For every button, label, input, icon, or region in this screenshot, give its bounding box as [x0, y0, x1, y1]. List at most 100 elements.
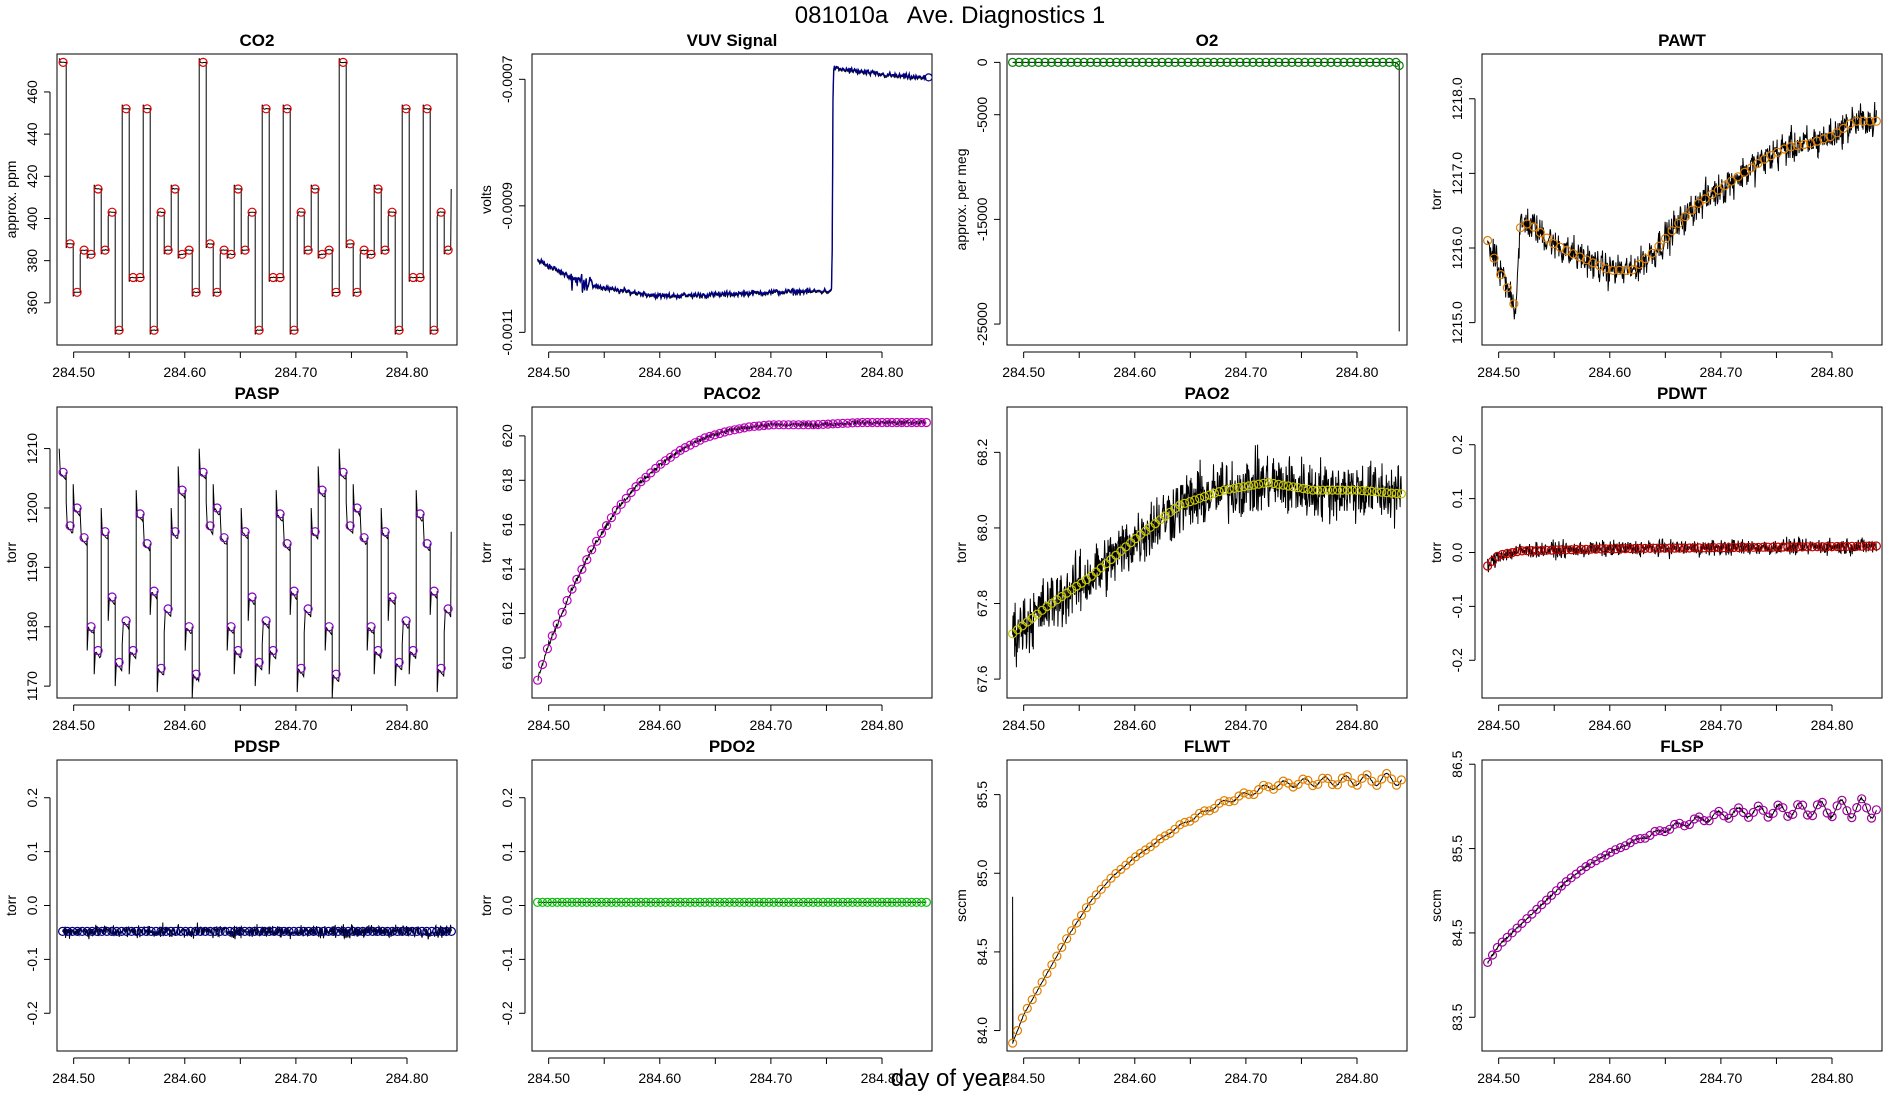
data-point — [690, 897, 700, 907]
y-tick-label: 610 — [499, 646, 515, 670]
data-point — [823, 419, 833, 429]
data-point — [690, 438, 700, 448]
data-point — [1832, 128, 1842, 138]
data-point — [1546, 545, 1557, 555]
data-point — [1339, 57, 1349, 67]
y-tick-label: 0.1 — [499, 842, 515, 862]
chart-title: FLWT — [1184, 738, 1231, 756]
y-axis-label: sccm — [1428, 889, 1444, 922]
data-point — [1071, 581, 1082, 591]
data-point — [1391, 57, 1401, 67]
data-point — [1303, 484, 1313, 495]
data-point — [87, 926, 97, 936]
data-point — [1704, 816, 1714, 826]
data-point — [670, 897, 680, 907]
data-point — [784, 420, 794, 430]
data-point — [803, 420, 813, 430]
data-point — [1209, 488, 1219, 498]
data-point — [417, 926, 427, 936]
data-point — [1699, 815, 1709, 826]
y-axis-label: volts — [478, 185, 494, 214]
data-point — [1689, 814, 1699, 824]
data-point — [1345, 57, 1355, 67]
data-point — [1137, 57, 1148, 67]
plot-frame — [1481, 53, 1883, 346]
data-point — [1150, 57, 1161, 67]
data-point — [331, 287, 341, 297]
data-point — [1111, 57, 1122, 67]
plot-frame — [531, 53, 933, 346]
data-point — [852, 897, 863, 907]
data-point — [1342, 485, 1352, 495]
data-point — [1079, 57, 1089, 67]
data-point — [1053, 57, 1063, 67]
data-point — [296, 207, 306, 217]
data-point — [114, 657, 124, 667]
data-point — [343, 926, 353, 936]
y-tick-label: 1180 — [24, 611, 40, 641]
data-point — [249, 926, 260, 936]
data-point — [907, 897, 917, 907]
data-point — [803, 897, 813, 907]
plot-frame — [56, 406, 458, 699]
data-point — [1209, 57, 1219, 67]
x-tick-label: 284.60 — [1588, 364, 1631, 380]
data-point — [171, 926, 181, 936]
data-point — [282, 539, 292, 549]
data-point — [784, 897, 794, 907]
data-point — [1709, 810, 1719, 820]
data-point — [1674, 218, 1684, 228]
data-point — [1298, 774, 1308, 784]
data-point — [680, 442, 690, 453]
data-point — [72, 503, 82, 513]
y-tick-label: 0 — [974, 58, 990, 66]
data-point — [1788, 542, 1798, 552]
data-point — [149, 586, 159, 596]
data-point — [1738, 542, 1749, 552]
data-point — [1748, 807, 1758, 818]
data-point — [1357, 485, 1367, 496]
data-point — [1098, 57, 1109, 67]
x-tick-label: 284.60 — [1588, 717, 1631, 733]
data-point — [1655, 543, 1665, 553]
data-point — [240, 926, 250, 936]
data-point — [397, 926, 407, 936]
data-point — [537, 897, 548, 907]
data-point — [1144, 57, 1154, 67]
data-point — [1866, 813, 1877, 823]
y-tick-label: 1170 — [24, 671, 40, 701]
data-point — [587, 897, 597, 907]
data-point — [1838, 123, 1849, 134]
data-point — [373, 926, 383, 936]
plot-frame — [531, 759, 933, 1052]
data-point — [1684, 543, 1694, 553]
chart-title: CO2 — [240, 32, 275, 50]
data-point — [1650, 543, 1660, 553]
data-point — [1118, 57, 1128, 67]
data-point — [1293, 483, 1303, 493]
data-point — [1280, 57, 1290, 67]
data-point — [313, 926, 324, 936]
data-point — [1535, 228, 1545, 238]
data-point — [121, 104, 131, 114]
y-axis-label: torr — [478, 895, 494, 916]
data-point — [1224, 484, 1234, 494]
data-point — [1278, 776, 1288, 786]
data-point — [591, 897, 602, 907]
data-point — [1195, 493, 1205, 503]
data-point — [1396, 489, 1406, 499]
data-point — [1032, 986, 1042, 996]
data-point — [862, 897, 872, 907]
data-point — [1387, 488, 1397, 498]
data-point — [1551, 545, 1562, 555]
data-point — [779, 420, 789, 430]
data-point — [1300, 57, 1310, 67]
data-point — [1384, 57, 1394, 67]
data-point — [1306, 57, 1316, 67]
data-point — [261, 616, 271, 626]
data-point — [542, 897, 553, 907]
data-point — [441, 926, 452, 936]
data-point — [1052, 595, 1062, 605]
data-point — [1157, 57, 1167, 67]
data-point — [1274, 57, 1284, 67]
